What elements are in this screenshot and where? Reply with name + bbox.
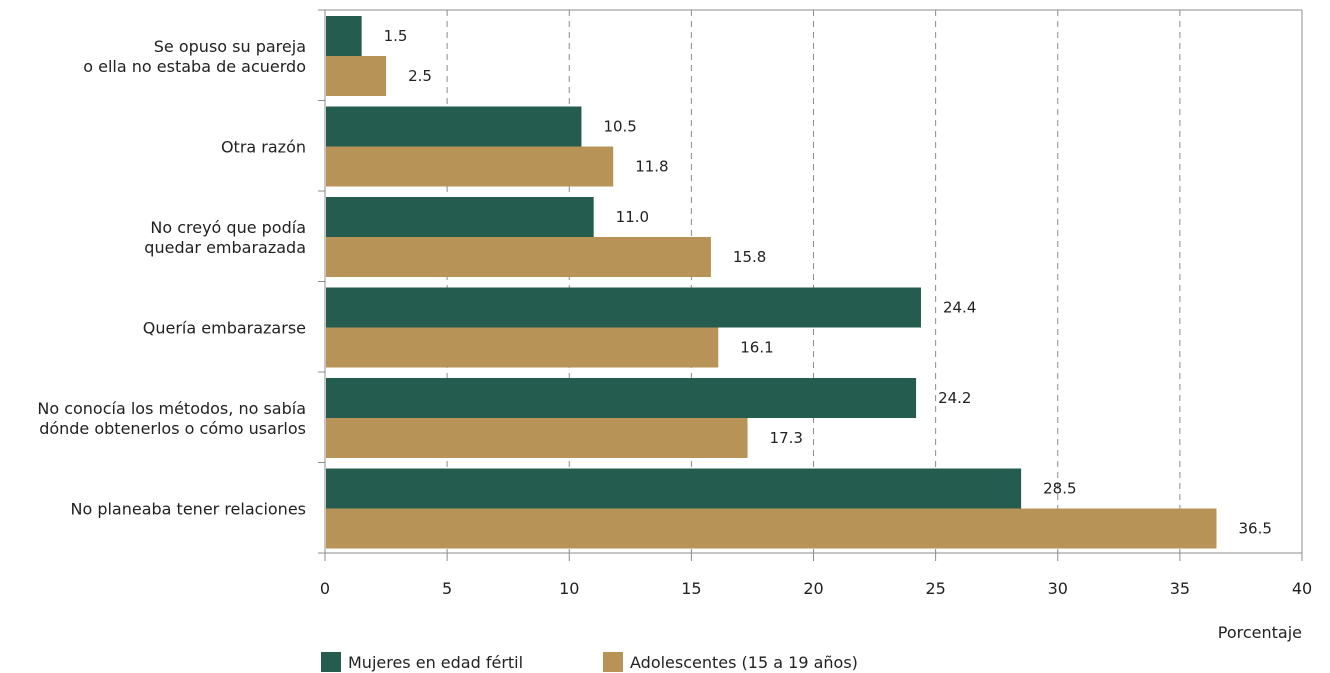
- data-label: 24.4: [943, 299, 976, 317]
- category-label: o ella no estaba de acuerdo: [83, 57, 306, 76]
- bar: [326, 237, 711, 277]
- category-label: No creyó que podía: [150, 218, 306, 237]
- category-label: dónde obtenerlos o cómo usarlos: [39, 419, 306, 438]
- bar: [326, 327, 719, 368]
- bar: [326, 197, 594, 237]
- bar: [326, 468, 1022, 509]
- category-label: No conocía los métodos, no sabía: [37, 399, 306, 418]
- bar: [326, 16, 362, 56]
- labels: 0 5 10 15 20 25 30 35 40 1.5 2.5 Se opuso su pareja…: [37, 27, 1312, 598]
- bar: [326, 378, 917, 418]
- legend: Mujeres en edad fértil Adolescentes (15 a…: [321, 652, 858, 672]
- x-tick-label: 40: [1292, 579, 1312, 598]
- data-label: 17.3: [770, 429, 803, 447]
- x-tick-label: 30: [1048, 579, 1068, 598]
- x-axis-title: Porcentaje: [1218, 623, 1302, 642]
- x-tick-label: 25: [925, 579, 945, 598]
- data-label: 1.5: [384, 27, 408, 45]
- category-label: quedar embarazada: [144, 238, 306, 257]
- data-label: 24.2: [938, 389, 971, 407]
- data-label: 36.5: [1239, 520, 1272, 538]
- category-label: Se opuso su pareja: [154, 37, 306, 56]
- bar: [326, 287, 921, 328]
- bar: [326, 418, 748, 458]
- legend-swatch: [603, 652, 623, 672]
- bar: [326, 56, 387, 96]
- x-tick-label: 20: [803, 579, 823, 598]
- x-tick-label: 0: [320, 579, 330, 598]
- bar: [326, 508, 1217, 549]
- data-label: 11.8: [635, 158, 668, 176]
- bar: [326, 106, 582, 147]
- data-label: 10.5: [603, 118, 636, 136]
- category-label: Otra razón: [221, 138, 306, 157]
- x-tick-label: 5: [442, 579, 452, 598]
- data-label: 16.1: [740, 339, 773, 357]
- data-label: 28.5: [1043, 480, 1076, 498]
- legend-label: Mujeres en edad fértil: [348, 653, 523, 672]
- bar: [326, 146, 614, 187]
- data-label: 15.8: [733, 248, 766, 266]
- data-label: 2.5: [408, 67, 432, 85]
- legend-label: Adolescentes (15 a 19 años): [630, 653, 858, 672]
- x-tick-label: 10: [559, 579, 579, 598]
- x-tick-label: 35: [1170, 579, 1190, 598]
- category-label: No planeaba tener relaciones: [70, 500, 306, 519]
- data-label: 11.0: [616, 208, 649, 226]
- x-tick-label: 15: [681, 579, 701, 598]
- category-label: Quería embarazarse: [143, 319, 306, 338]
- legend-swatch: [321, 652, 341, 672]
- axes: [318, 9, 1303, 561]
- bars: [326, 16, 1217, 549]
